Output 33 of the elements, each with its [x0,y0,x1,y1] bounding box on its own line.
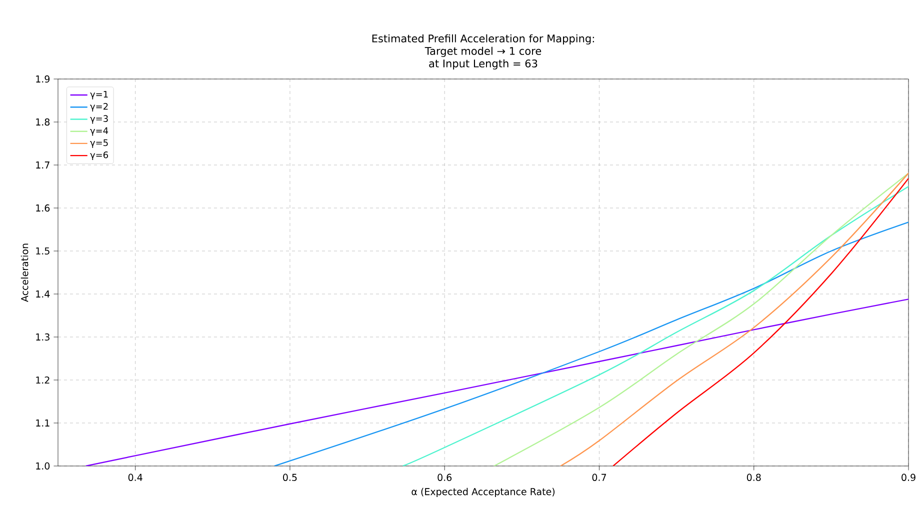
y-tick-label: 1.8 [36,118,50,126]
legend-label: γ=4 [90,127,108,136]
x-tick-label: 0.4 [128,474,142,481]
y-tick-label: 1.3 [36,333,50,341]
legend-label: γ=2 [90,103,108,112]
x-tick-label: 0.8 [746,474,761,481]
x-tick-label: 0.5 [283,474,297,481]
y-tick-label: 1.7 [36,162,50,168]
chart-title: Estimated Prefill Acceleration for Mapping: [372,34,594,44]
legend-label: γ=1 [90,90,108,100]
y-tick-label: 1.4 [36,290,50,298]
legend-label: γ=3 [90,115,108,124]
text: at Input Length = 63 [429,59,538,70]
y-tick-label: 1.1 [36,420,50,426]
x-tick-label: 0.6 [438,474,452,481]
y-tick-label: 1.6 [36,204,50,212]
x-axis-title: α (Expected Acceptance Rate) [412,488,555,498]
y-tick-label: 1.9 [36,75,50,83]
line-series [85,298,909,466]
y-axis-title: Acceleration [20,244,28,302]
x-tick-label: 0.7 [592,474,606,481]
line-series [612,178,909,466]
line-series [560,172,909,466]
y-tick-label: 1.2 [36,376,50,384]
y-tick-label: 1.0 [36,462,50,470]
legend-label: γ=6 [90,151,108,160]
line-series [274,222,909,466]
legend-label: γ=5 [90,139,108,148]
x-tick-label: 0.9 [902,474,916,481]
line-series [402,186,909,466]
y-tick-label: 1.5 [36,247,50,255]
chart-subtitle: Target model → 1 core [424,46,542,57]
line-series [493,172,909,466]
